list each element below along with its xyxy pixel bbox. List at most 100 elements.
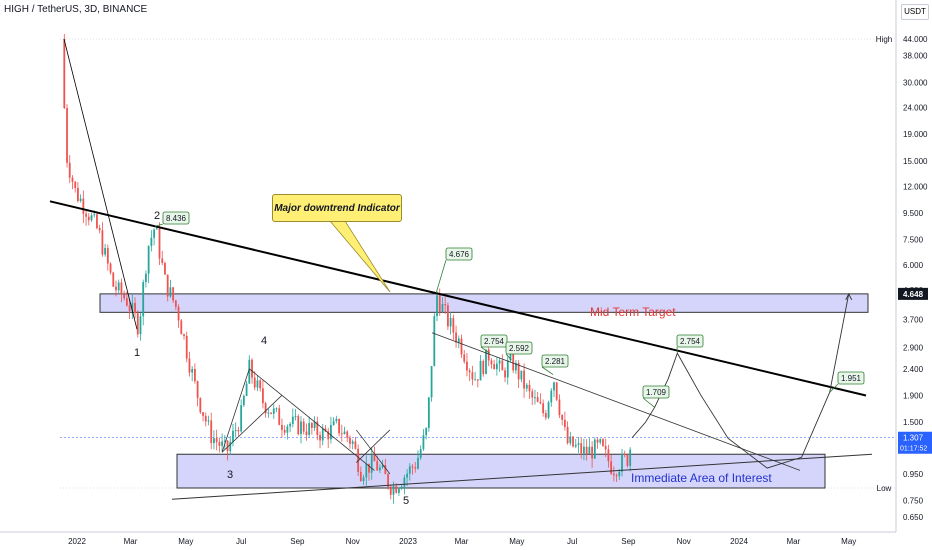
candle-3 bbox=[71, 175, 74, 190]
y-tick-label-19: 0.650 bbox=[903, 513, 924, 522]
candle-body bbox=[574, 444, 577, 447]
candle-87 bbox=[300, 416, 302, 444]
candle-185 bbox=[566, 421, 569, 445]
candle-body bbox=[199, 397, 202, 413]
low-label: Low bbox=[877, 484, 892, 493]
candle-146 bbox=[460, 334, 463, 359]
candle-168 bbox=[520, 370, 523, 383]
candle-body bbox=[558, 399, 561, 416]
candle-20 bbox=[117, 279, 120, 295]
candle-95 bbox=[321, 423, 324, 446]
candle-body bbox=[365, 463, 368, 478]
candle-154 bbox=[482, 359, 485, 377]
wave-line-2 bbox=[221, 395, 283, 453]
candle-body bbox=[482, 360, 485, 374]
candle-91 bbox=[310, 421, 313, 435]
candle-body bbox=[324, 428, 327, 432]
candle-13 bbox=[98, 224, 101, 234]
candle-body bbox=[338, 418, 340, 434]
candle-body bbox=[335, 418, 338, 422]
candle-body bbox=[569, 436, 572, 444]
candle-46 bbox=[188, 351, 191, 377]
candle-body bbox=[229, 441, 232, 452]
candle-body bbox=[449, 318, 452, 327]
candle-162 bbox=[504, 367, 506, 383]
candle-9 bbox=[87, 212, 90, 226]
candle-body bbox=[131, 302, 134, 311]
candle-10 bbox=[90, 212, 93, 222]
candle-body bbox=[512, 352, 515, 371]
candle-33 bbox=[153, 228, 155, 246]
candle-134 bbox=[427, 396, 430, 432]
candle-201 bbox=[610, 454, 613, 476]
wave-line-4 bbox=[355, 429, 391, 475]
price-label-1: 4.676 bbox=[435, 247, 473, 294]
candle-57 bbox=[218, 437, 221, 453]
wave-line-0 bbox=[221, 368, 250, 453]
candle-body bbox=[115, 286, 117, 291]
candle-145 bbox=[457, 335, 460, 349]
candle-153 bbox=[479, 355, 482, 381]
price-label-leader bbox=[435, 259, 447, 294]
candle-body bbox=[520, 370, 523, 380]
candle-53 bbox=[207, 415, 210, 426]
candle-body bbox=[90, 215, 93, 221]
candle-70 bbox=[253, 371, 256, 391]
candle-74 bbox=[264, 401, 267, 418]
candle-129 bbox=[414, 461, 417, 473]
price-label-text: 8.436 bbox=[166, 214, 187, 223]
candle-161 bbox=[501, 354, 504, 371]
candle-body bbox=[384, 465, 387, 475]
candle-body bbox=[185, 335, 188, 359]
price-label-leader bbox=[480, 346, 490, 354]
candle-body bbox=[259, 380, 262, 389]
price-label-text: 4.676 bbox=[449, 250, 470, 259]
candle-body bbox=[536, 397, 539, 402]
candle-body bbox=[240, 405, 243, 432]
currency-badge[interactable]: USDT bbox=[901, 4, 929, 20]
secondary-downtrend-line bbox=[431, 332, 801, 471]
candle-body bbox=[142, 282, 145, 317]
candle-body bbox=[528, 384, 531, 392]
candle-body bbox=[547, 402, 550, 418]
x-tick-label-1: Mar bbox=[124, 537, 138, 546]
candle-203 bbox=[615, 473, 618, 482]
candle-body bbox=[441, 303, 444, 312]
candle-body bbox=[134, 302, 136, 314]
price-label-box bbox=[445, 247, 473, 261]
candle-body bbox=[87, 216, 90, 221]
candle-54 bbox=[210, 412, 213, 450]
candle-49 bbox=[196, 380, 199, 407]
candle-body bbox=[300, 421, 302, 435]
candle-76 bbox=[270, 412, 272, 415]
candles-group bbox=[63, 34, 632, 504]
x-tick-label-10: Sep bbox=[621, 537, 636, 546]
candle-body bbox=[368, 463, 370, 473]
candle-7 bbox=[82, 190, 85, 223]
candle-body bbox=[626, 454, 629, 466]
candle-body bbox=[460, 338, 463, 355]
major-downtrend-line bbox=[49, 200, 867, 397]
candle-19 bbox=[115, 280, 117, 297]
candle-79 bbox=[278, 404, 281, 426]
candle-118 bbox=[384, 458, 387, 475]
candle-body bbox=[593, 439, 596, 459]
candle-body bbox=[580, 443, 583, 454]
candle-body bbox=[534, 397, 536, 399]
candle-86 bbox=[297, 414, 300, 436]
candle-body bbox=[183, 334, 185, 336]
candle-176 bbox=[542, 399, 545, 417]
last-price-badge bbox=[898, 431, 932, 454]
candle-body bbox=[411, 466, 414, 468]
candle-body bbox=[196, 381, 199, 398]
candle-105 bbox=[349, 435, 351, 449]
candle-body bbox=[517, 362, 520, 380]
price-label-box bbox=[676, 334, 704, 348]
candle-body bbox=[436, 295, 438, 317]
candle-body bbox=[629, 449, 632, 466]
candle-body bbox=[319, 434, 321, 441]
candle-5 bbox=[77, 182, 79, 203]
candle-body bbox=[104, 248, 107, 255]
